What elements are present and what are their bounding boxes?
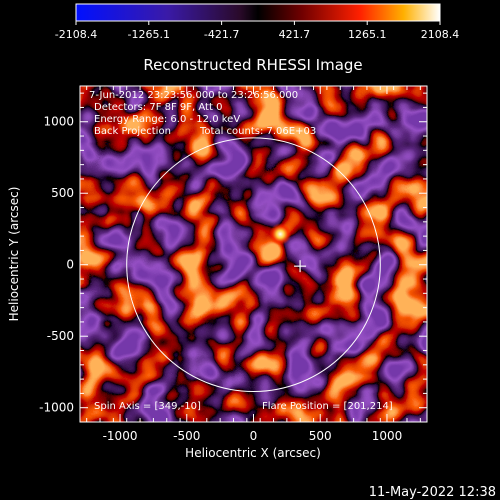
x-tick-label: 1000 [372,429,403,443]
y-axis: -1000 -500 0 500 1000 [39,92,427,423]
x-axis-title: Heliocentric X (arcsec) [185,446,321,460]
y-tick-label: 500 [51,186,74,200]
colorbar-tick-label: -1265.1 [128,28,170,41]
spin-axis-label: Spin Axis = [349,-10] [94,401,201,412]
x-tick-label: -500 [173,429,200,443]
solar-limb-circle [126,137,381,393]
chart-title: Reconstructed RHESSI Image [143,56,362,74]
timestamp: 11-May-2022 12:38 [369,485,496,500]
colorbar-tick-label: -421.7 [204,28,239,41]
y-tick-label: -1000 [39,401,74,415]
annotation-method: Back Projection [94,126,171,137]
x-axis: -1000 -500 0 500 1000 [86,86,421,443]
flare-position-label: Flare Position = [201,214] [262,401,393,412]
annotation-time-range: 7-Jun-2012 23:23:56.000 to 23:26:56.000 [89,90,298,101]
colorbar-tick-label: 2108.4 [421,28,460,41]
y-axis-title: Heliocentric Y (arcsec) [7,187,21,322]
colorbar-tick-label: 421.7 [279,28,311,41]
x-tick-label: 500 [309,429,332,443]
y-tick-label: -500 [47,329,74,343]
annotation-energy-range: Energy Range: 6.0 - 12.0 keV [94,114,240,125]
annotation-total-counts: Total counts: 7.06E+03 [199,126,316,137]
colorbar-tick-label: 1265.1 [348,28,387,41]
x-tick-label: -1000 [103,429,138,443]
y-tick-label: 0 [66,258,74,272]
colorbar: -2108.4 -1265.1 -421.7 421.7 1265.1 2108.4 [55,3,460,41]
colorbar-tick-label: -2108.4 [55,28,97,41]
peak-source [269,223,292,246]
x-tick-label: 0 [250,429,258,443]
annotation-detectors: Detectors: 7F 8F 9F, Att 0 [94,102,222,113]
colorbar-scale [75,3,441,22]
annotation-block: 7-Jun-2012 23:23:56.000 to 23:26:56.000 … [89,90,316,137]
flare-marker-cross [294,260,307,273]
y-tick-label: 1000 [43,115,74,129]
heatmap-image [80,86,427,422]
